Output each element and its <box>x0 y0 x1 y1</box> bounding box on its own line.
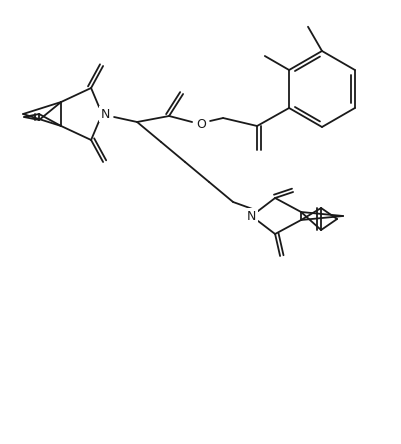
Text: N: N <box>100 107 110 120</box>
Text: O: O <box>196 118 206 131</box>
Text: N: N <box>246 210 256 222</box>
